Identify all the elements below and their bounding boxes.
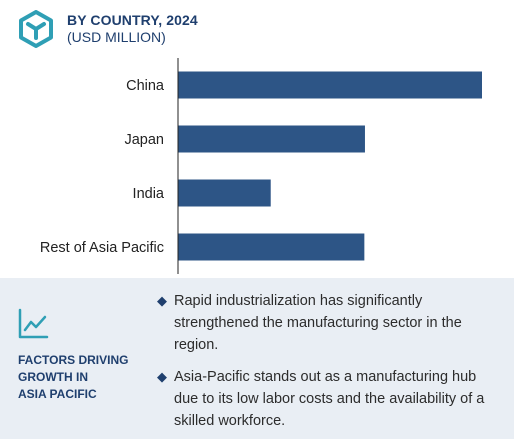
- factor-text: Rapid industrialization has significantl…: [174, 293, 462, 353]
- category-label: China: [126, 78, 165, 94]
- factors-title: FACTORS DRIVING GROWTH IN ASIA PACIFIC: [18, 352, 148, 403]
- bar-china: [178, 71, 482, 99]
- factor-point: ◆ Asia-Pacific stands out as a manufactu…: [157, 366, 502, 432]
- line-chart-icon: [18, 308, 49, 339]
- factor-point: ◆ Rapid industrialization has significan…: [157, 290, 502, 356]
- factors-title-line: GROWTH IN: [18, 370, 88, 384]
- bar-rest-of-asia-pacific: [178, 233, 365, 261]
- chart-title: BY COUNTRY, 2024: [67, 12, 198, 28]
- category-label: Japan: [124, 132, 164, 148]
- bar-india: [178, 179, 271, 207]
- chart-header: BY COUNTRY, 2024 (USD MILLION): [0, 0, 514, 58]
- diamond-bullet-icon: ◆: [157, 293, 167, 308]
- category-label: Rest of Asia Pacific: [40, 240, 164, 256]
- factors-title-line: ASIA PACIFIC: [18, 387, 97, 401]
- bar-japan: [178, 125, 365, 153]
- diamond-bullet-icon: ◆: [157, 369, 167, 384]
- factors-title-line: FACTORS DRIVING: [18, 353, 129, 367]
- factor-text: Asia-Pacific stands out as a manufacturi…: [174, 369, 485, 429]
- category-label: India: [133, 186, 165, 202]
- factors-list: ◆ Rapid industrialization has significan…: [157, 290, 502, 442]
- factors-panel: FACTORS DRIVING GROWTH IN ASIA PACIFIC ◆…: [0, 278, 514, 439]
- bar-chart: China Japan India Rest of Asia Pacific: [40, 58, 482, 274]
- chart-subtitle: (USD MILLION): [67, 29, 166, 45]
- cube-logo-icon: [19, 10, 53, 48]
